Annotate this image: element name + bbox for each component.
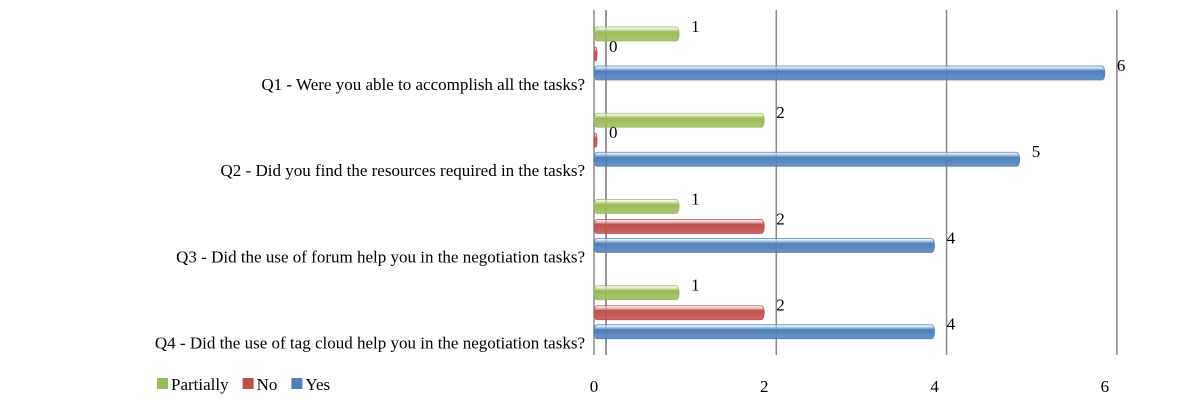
bar (593, 112, 765, 128)
bar (593, 26, 680, 42)
data-label: 0 (609, 123, 618, 142)
category-label: Q4 - Did the use of tag cloud help you i… (155, 334, 585, 353)
x-tick-label: 4 (930, 377, 939, 396)
x-tick-label: 6 (1101, 377, 1110, 396)
legend-swatch (242, 378, 254, 389)
data-label: 6 (1117, 56, 1126, 75)
data-label: 1 (691, 189, 700, 208)
data-label: 2 (776, 209, 785, 228)
bar (593, 238, 935, 253)
bar (593, 324, 935, 340)
bar (593, 151, 1021, 167)
bar (593, 305, 765, 321)
data-label: 4 (947, 315, 956, 334)
legend-label: Partially (171, 375, 229, 394)
bar (593, 46, 598, 62)
bar (593, 65, 1106, 81)
data-label: 1 (691, 17, 700, 36)
legend-label: Yes (305, 375, 330, 394)
bar (593, 219, 765, 234)
data-label: 4 (947, 228, 956, 247)
data-label: 0 (609, 37, 618, 56)
data-label: 1 (691, 276, 700, 295)
bar (593, 285, 680, 301)
bar (593, 132, 598, 148)
data-label: 2 (776, 103, 785, 122)
x-tick-label: 0 (590, 377, 599, 396)
bar (593, 199, 680, 214)
x-tick-label: 2 (760, 377, 769, 396)
legend-swatch (291, 378, 303, 389)
legend-label: No (257, 375, 278, 394)
category-label: Q1 - Were you able to accomplish all the… (261, 75, 585, 94)
data-label: 5 (1032, 142, 1041, 161)
category-label: Q2 - Did you find the resources required… (221, 161, 585, 180)
category-label: Q3 - Did the use of forum help you in th… (176, 247, 585, 266)
legend-swatch (157, 378, 168, 389)
data-label: 2 (776, 296, 785, 315)
